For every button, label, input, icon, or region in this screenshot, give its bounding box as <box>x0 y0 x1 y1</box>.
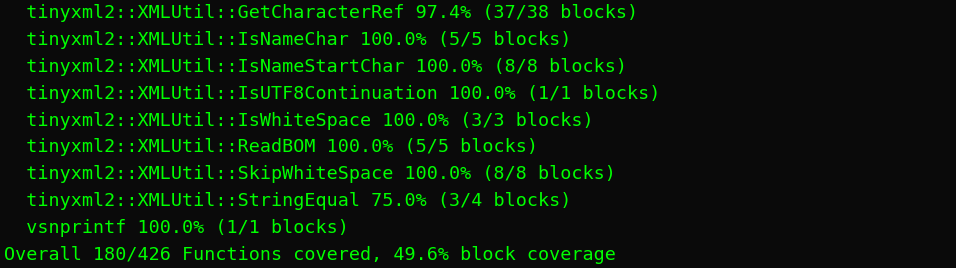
Text: tinyxml2::XMLUtil::IsNameChar 100.0% (5/5 blocks): tinyxml2::XMLUtil::IsNameChar 100.0% (5/… <box>4 31 572 49</box>
Text: vsnprintf 100.0% (1/1 blocks): vsnprintf 100.0% (1/1 blocks) <box>4 219 349 237</box>
Text: Overall 180/426 Functions covered, 49.6% block coverage: Overall 180/426 Functions covered, 49.6%… <box>4 245 616 264</box>
Text: tinyxml2::XMLUtil::GetCharacterRef 97.4% (37/38 blocks): tinyxml2::XMLUtil::GetCharacterRef 97.4%… <box>4 4 638 23</box>
Text: tinyxml2::XMLUtil::StringEqual 75.0% (3/4 blocks): tinyxml2::XMLUtil::StringEqual 75.0% (3/… <box>4 192 572 210</box>
Text: tinyxml2::XMLUtil::SkipWhiteSpace 100.0% (8/8 blocks): tinyxml2::XMLUtil::SkipWhiteSpace 100.0%… <box>4 165 616 183</box>
Text: tinyxml2::XMLUtil::IsWhiteSpace 100.0% (3/3 blocks): tinyxml2::XMLUtil::IsWhiteSpace 100.0% (… <box>4 111 594 130</box>
Text: tinyxml2::XMLUtil::IsUTF8Continuation 100.0% (1/1 blocks): tinyxml2::XMLUtil::IsUTF8Continuation 10… <box>4 85 661 103</box>
Text: tinyxml2::XMLUtil::IsNameStartChar 100.0% (8/8 blocks): tinyxml2::XMLUtil::IsNameStartChar 100.0… <box>4 58 627 76</box>
Text: tinyxml2::XMLUtil::ReadBOM 100.0% (5/5 blocks): tinyxml2::XMLUtil::ReadBOM 100.0% (5/5 b… <box>4 138 538 157</box>
